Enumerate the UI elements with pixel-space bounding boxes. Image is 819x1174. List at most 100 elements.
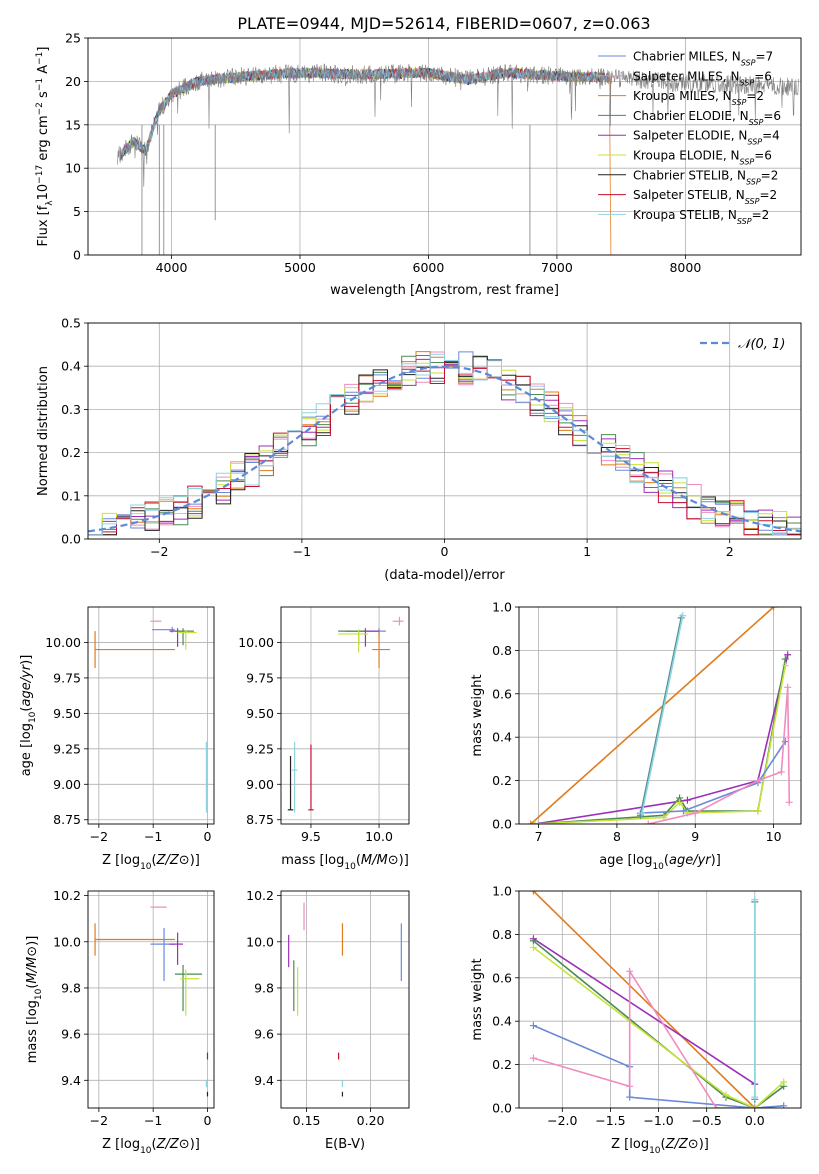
legend-subscript: SSP: [740, 78, 755, 87]
y-tick-label: 9.25: [53, 741, 81, 756]
errorbar-point: [338, 629, 366, 646]
label-part: )]: [25, 936, 40, 946]
y-tick-label: 0.1: [61, 488, 81, 503]
series-marker: [770, 607, 778, 611]
plot-area: [288, 902, 402, 1097]
x-axis-label: Z [log10(Z/Z⊙)]: [102, 853, 200, 872]
y-tick-label: 0.2: [61, 445, 81, 460]
errorbar-point: [174, 964, 203, 1012]
label-part: −2: [35, 102, 45, 115]
x-tick-label: −2: [150, 544, 168, 559]
legend-text: Salpeter MILES, N: [633, 69, 740, 83]
label-part: s: [36, 91, 51, 102]
series-marker: [722, 1091, 730, 1099]
y-axis-label: Flux [fλ10−17 erg cm−2 s−1 A−1]: [35, 47, 55, 247]
series-marker: [529, 937, 537, 945]
legend-entry: Chabrier STELIB, NSSP=2: [633, 168, 778, 186]
legend-entry: Kroupa ELODIE, NSSP=6: [633, 149, 772, 167]
x-axis-label: mass [log10(M/M⊙)]: [281, 853, 409, 872]
y-tick-label: 0: [73, 248, 81, 263]
series-line: [639, 617, 682, 816]
y-tick-label: 0.5: [61, 316, 81, 331]
series-marker: [751, 896, 759, 904]
label-part: A: [36, 65, 51, 78]
model-spectrum-line: [119, 66, 609, 161]
series-marker: [644, 820, 652, 824]
chart-mass_vs_ebv: 0.15 0.20 9.4 9.6 9.8 10.0 10.2 E(B-V): [246, 888, 410, 1152]
label-part: Z [log: [102, 1137, 140, 1152]
x-tick-label: 1: [583, 544, 591, 559]
legend-subscript: SSP: [745, 197, 760, 206]
series-marker: [754, 807, 762, 815]
series-marker: [781, 662, 789, 670]
x-tick-label: −2: [90, 829, 108, 844]
legend-text: Chabrier ELODIE, N: [633, 109, 749, 123]
x-axis-label: age [log10(age/yr)]: [599, 853, 721, 872]
label-part: age/yr: [19, 663, 34, 706]
label-part: −17: [35, 165, 45, 184]
series-marker: [780, 1102, 788, 1108]
legend-text: Kroupa ELODIE, N: [633, 149, 740, 163]
chart-mass_weight_vs_Z: −2.0 −1.5 −1.0 −0.5 0.0 0.0 0.2 0.4 0.6 0.8 1.0 Z […: [470, 884, 802, 1156]
x-axis-label: Z [log10(Z/Z⊙)]: [102, 1137, 200, 1156]
label-part: )]: [190, 853, 200, 868]
chart-mass_vs_Z: −2 −1 09.49.69.810.010.2Z [log10(Z/Z⊙)]mas…: [25, 888, 215, 1156]
plot-area: [117, 63, 799, 255]
series-marker: [781, 655, 789, 663]
label-part: Z/Z⊙: [156, 1137, 190, 1152]
axes-frame: [280, 890, 410, 1109]
legend-subscript: SSP: [747, 137, 762, 146]
series-marker: [780, 1078, 788, 1086]
series-marker: [676, 798, 684, 806]
legend-count: =2: [761, 168, 779, 182]
errorbar-point: [180, 969, 200, 1016]
label-part: (: [356, 853, 361, 868]
y-tick-label: 0.3: [61, 402, 81, 417]
legend-subscript: SSP: [746, 177, 761, 186]
normal-curve: [88, 365, 801, 533]
label-part: (: [661, 1137, 666, 1152]
y-tick-label: 9.4: [254, 1073, 274, 1088]
legend-count: =2: [759, 188, 777, 202]
legend-entry: Salpeter MILES, NSSP=6: [633, 69, 772, 87]
series-marker: [679, 612, 687, 620]
legend-text: Chabrier STELIB, N: [633, 168, 746, 182]
label-part: −1: [35, 78, 45, 91]
series-marker: [529, 1022, 537, 1030]
series-marker: [683, 796, 691, 804]
series-line: [641, 615, 684, 814]
axes-frame: [280, 606, 410, 825]
series-line: [532, 938, 756, 1085]
errorbar-point: [287, 755, 294, 811]
y-tick-label: 0.0: [492, 817, 512, 832]
legend-entry: Chabrier MILES, NSSP=7: [633, 50, 773, 68]
series-marker: [529, 1054, 537, 1062]
plot-area: [94, 620, 207, 813]
y-tick-label: 9.6: [61, 1027, 81, 1042]
y-tick-label: 15: [65, 117, 81, 132]
series-marker: [638, 809, 646, 817]
y-tick-label: 9.8: [61, 980, 81, 995]
legend-count: =2: [752, 208, 770, 222]
label-part: (: [152, 1137, 157, 1152]
series-marker: [529, 943, 537, 951]
plot-area: [529, 891, 788, 1108]
y-tick-label: 9.25: [246, 741, 274, 756]
y-tick-label: 10.00: [45, 635, 81, 650]
label-part: −1: [35, 52, 45, 65]
plot-area: [88, 351, 801, 536]
legend-text: Kroupa STELIB, N: [633, 208, 737, 222]
y-tick-label: 0.0: [492, 1101, 512, 1116]
y-tick-label: 0.6: [492, 970, 512, 985]
x-tick-label: 7000: [541, 260, 573, 275]
y-tick-label: 0.2: [492, 773, 512, 788]
axes-frame: [87, 37, 802, 256]
errorbar-point: [150, 927, 175, 982]
x-tick-label: 8000: [669, 260, 701, 275]
x-tick-label: 0: [204, 829, 212, 844]
x-tick-label: −2.0: [547, 1113, 577, 1128]
y-tick-label: 0.6: [492, 686, 512, 701]
